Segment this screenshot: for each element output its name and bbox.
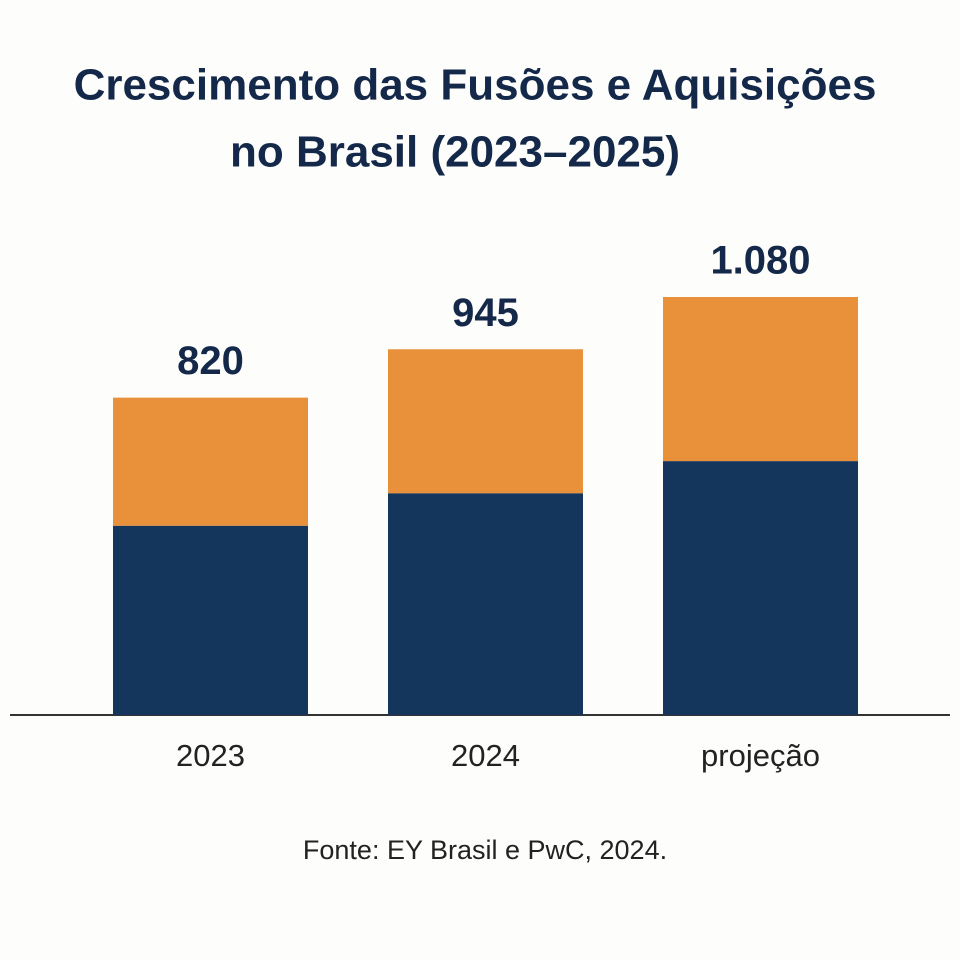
x-tick-label: projeção [701,738,820,773]
chart-title: no Brasil (2023–2025) [230,128,680,177]
value-label: 1.080 [710,239,810,283]
bar-segment [663,461,858,715]
x-tick-label: 2024 [451,738,520,773]
bar-segment [113,525,308,715]
chart-title: Crescimento das Fusões e Aquisições [74,61,877,110]
bar-segment [663,297,858,462]
bar-segment [113,397,308,526]
source-note: Fonte: EY Brasil e PwC, 2024. [303,835,667,865]
value-label: 820 [177,339,244,383]
bar-segment [388,349,583,494]
value-label: 945 [452,291,519,335]
x-tick-label: 2023 [176,738,245,773]
bar-segment [388,493,583,715]
